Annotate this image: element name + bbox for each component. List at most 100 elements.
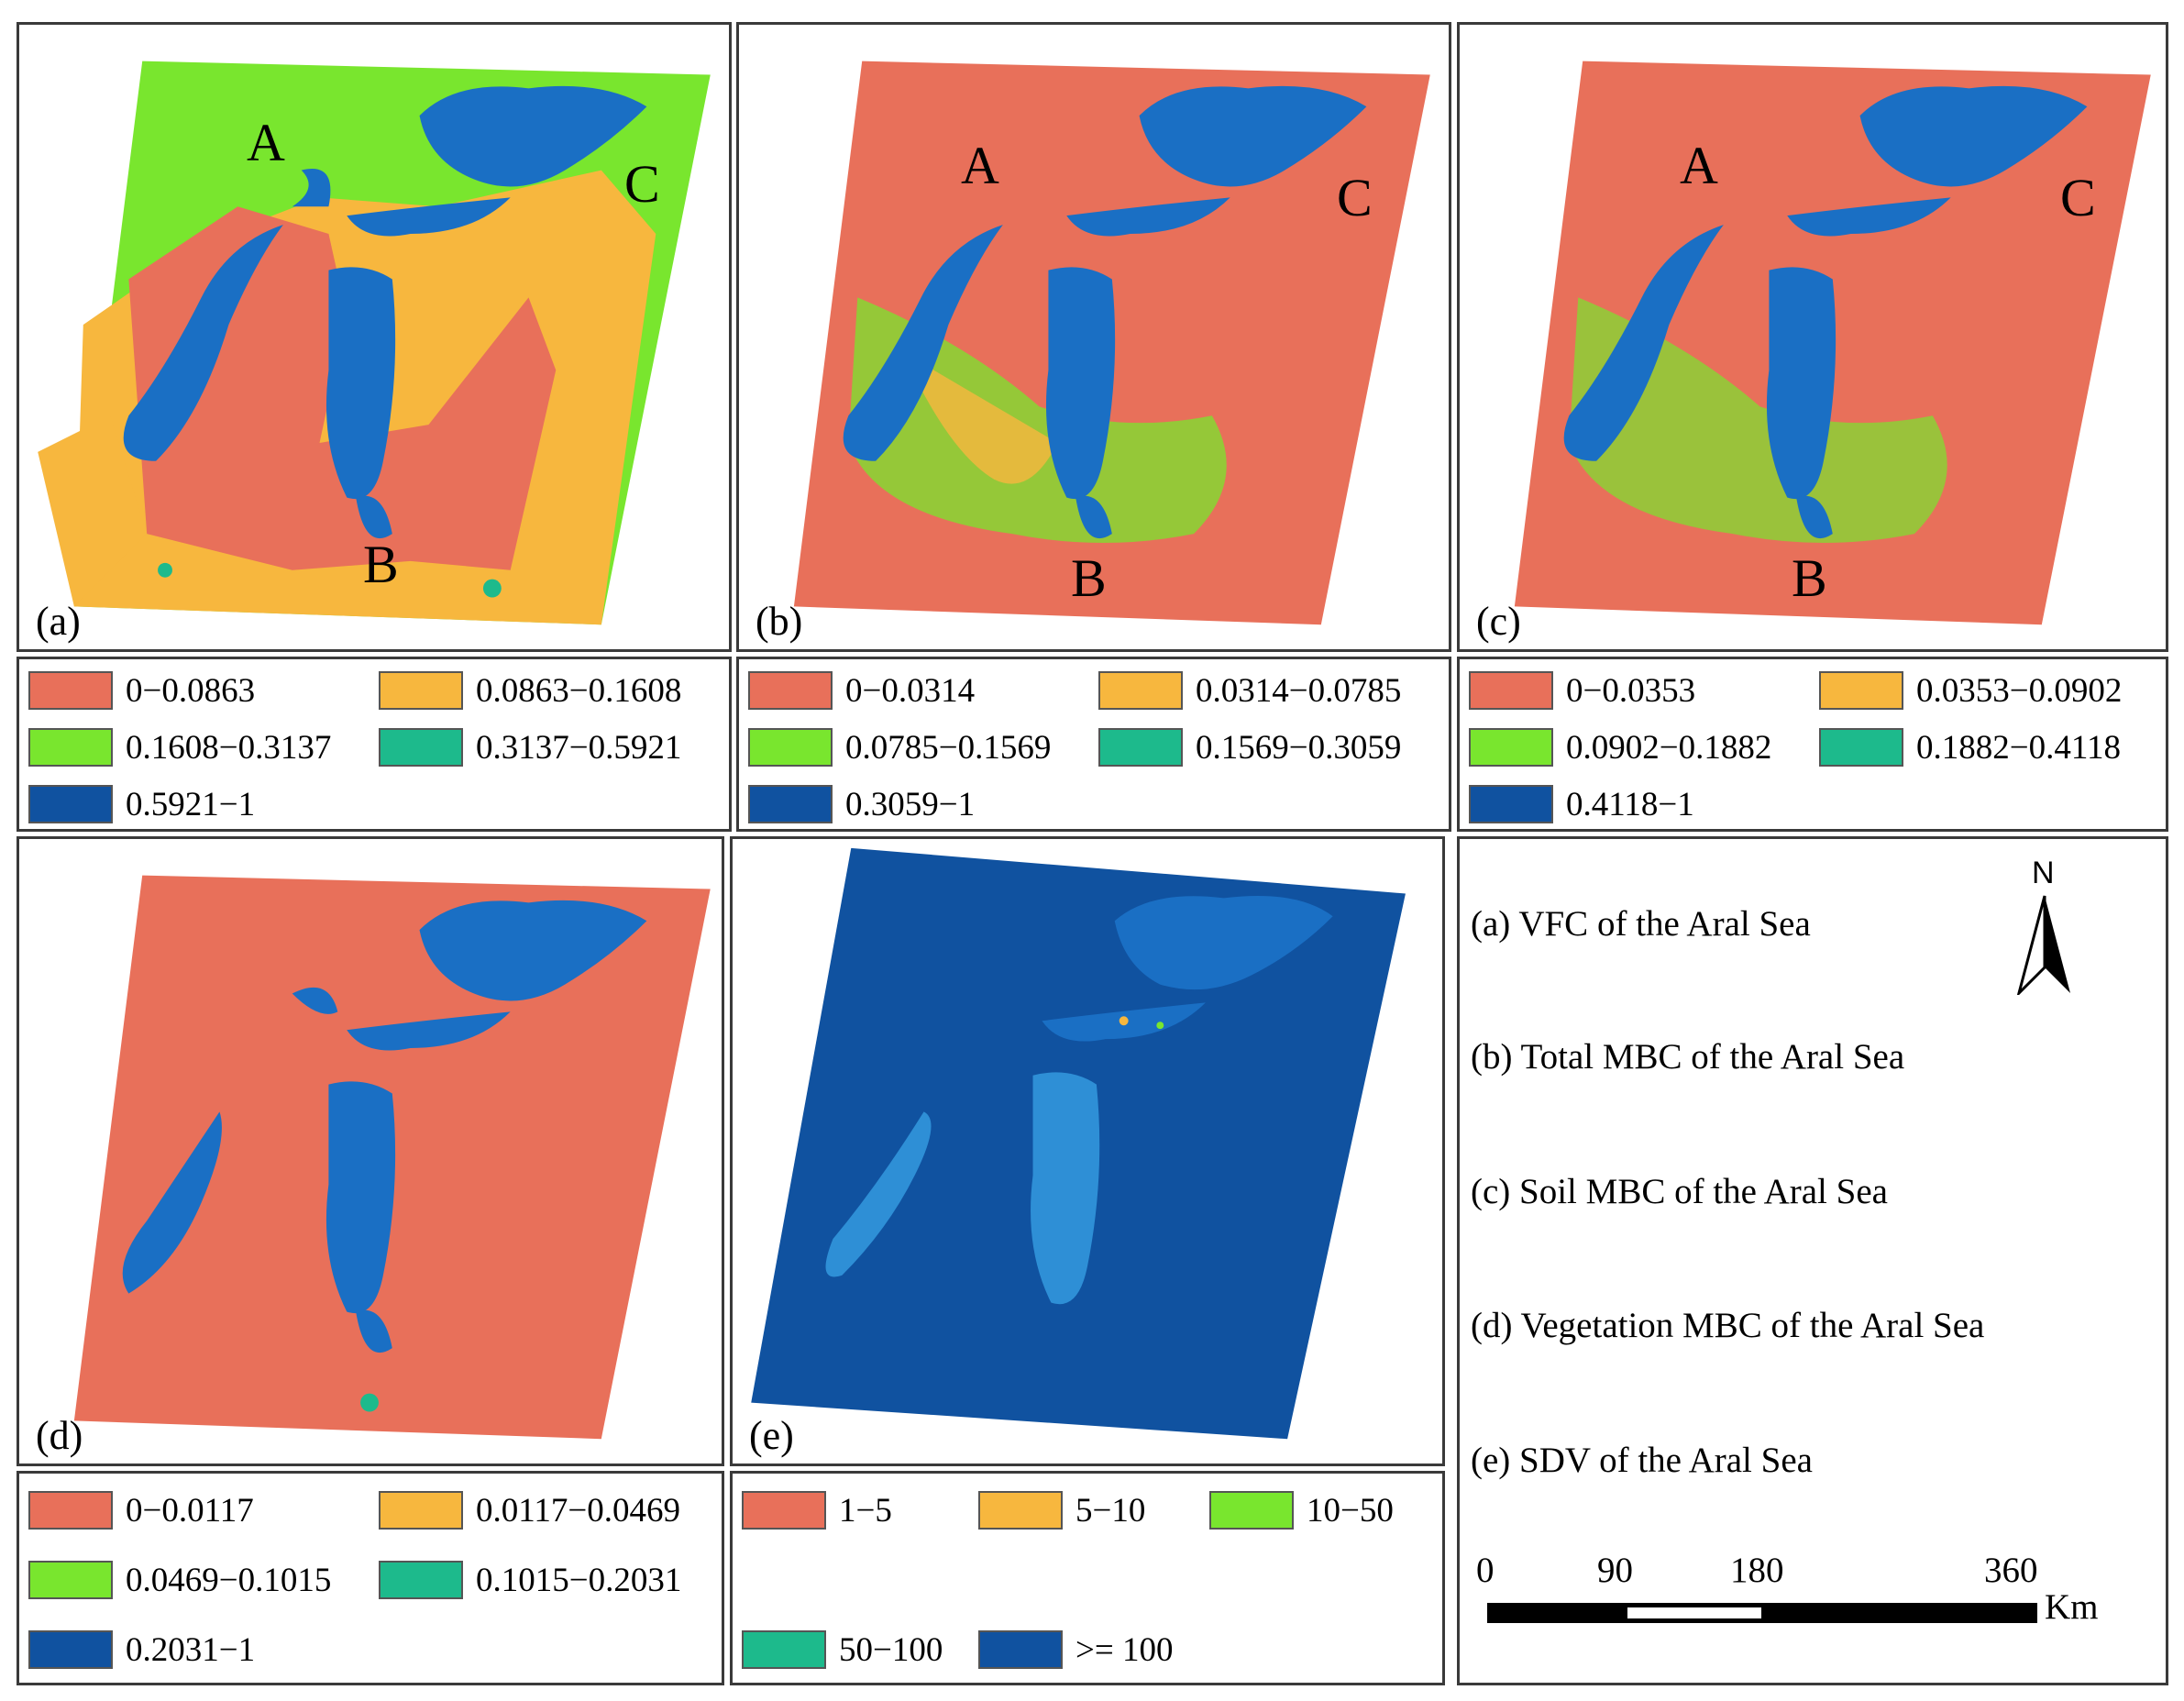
region-label-b: B <box>363 535 399 594</box>
legend-item: 0.0353−0.0902 <box>1819 668 2122 712</box>
legend-label: 0.1569−0.3059 <box>1196 728 1402 767</box>
legend-label: 0−0.0353 <box>1566 671 1696 710</box>
panel-label: (c) <box>1476 599 1521 644</box>
legend-swatch <box>1469 785 1553 823</box>
scale-bar <box>1487 1603 2037 1623</box>
panel-label: (e) <box>749 1413 794 1458</box>
map-sdv-image <box>751 847 1406 1440</box>
legend-label: 0.0469−0.1015 <box>126 1561 332 1599</box>
legend-item: >= 100 <box>978 1628 1173 1672</box>
scale-tick: 0 <box>1476 1551 1495 1590</box>
legend-panel-a: 0−0.0863 0.0863−0.1608 0.1608−0.3137 0.3… <box>17 657 732 832</box>
legend-label: >= 100 <box>1075 1630 1174 1669</box>
legend-item: 0.1015−0.2031 <box>379 1558 681 1602</box>
caption-line-b: (b) Total MBC of the Aral Sea <box>1471 1037 1905 1077</box>
legend-label: 0.3059−1 <box>845 785 976 823</box>
legend-swatch <box>1469 671 1553 710</box>
legend-swatch <box>28 1561 113 1599</box>
legend-label: 50−100 <box>839 1630 943 1669</box>
legend-label: 0.0314−0.0785 <box>1196 671 1402 710</box>
caption-line-d: (d) Vegetation MBC of the Aral Sea <box>1471 1306 1985 1345</box>
legend-label: 0.0117−0.0469 <box>476 1491 680 1530</box>
legend-item: 0.2031−1 <box>28 1628 255 1672</box>
legend-label: 0−0.0117 <box>126 1491 254 1530</box>
legend-item: 0.0314−0.0785 <box>1098 668 1401 712</box>
legend-item: 0.5921−1 <box>28 782 255 826</box>
info-panel: (a) VFC of the Aral Sea (b) Total MBC of… <box>1457 836 2168 1685</box>
legend-swatch <box>379 671 463 710</box>
caption-line-a: (a) VFC of the Aral Sea <box>1471 904 1811 944</box>
legend-panel-e: 1−5 5−10 10−50 50−100 >= 100 <box>730 1471 1445 1685</box>
legend-label: 1−5 <box>839 1491 892 1530</box>
map-panel-b: A B C (b) <box>736 22 1451 652</box>
legend-swatch <box>1819 671 1903 710</box>
region-label-a: A <box>247 113 285 172</box>
legend-item: 0.3137−0.5921 <box>379 725 681 769</box>
legend-swatch <box>28 728 113 767</box>
caption-line-e: (e) SDV of the Aral Sea <box>1471 1441 1813 1480</box>
legend-item: 0.1882−0.4118 <box>1819 725 2121 769</box>
legend-label: 0.0785−0.1569 <box>845 728 1052 767</box>
legend-swatch <box>748 671 833 710</box>
region-label-a: A <box>961 136 999 195</box>
north-label: N <box>2032 856 2055 890</box>
legend-item: 0−0.0314 <box>748 668 975 712</box>
caption-line-c: (c) Soil MBC of the Aral Sea <box>1471 1172 1888 1211</box>
legend-label: 0.0902−0.1882 <box>1566 728 1772 767</box>
scale-tick: 360 <box>1984 1551 2038 1590</box>
region-label-b: B <box>1792 548 1827 608</box>
scale-tick: 90 <box>1597 1551 1633 1590</box>
legend-label: 0−0.0314 <box>845 671 976 710</box>
legend-item: 0−0.0353 <box>1469 668 1695 712</box>
legend-label: 0.2031−1 <box>126 1630 256 1669</box>
legend-item: 0.1608−0.3137 <box>28 725 331 769</box>
map-panel-c: A B C (c) <box>1457 22 2168 652</box>
legend-panel-b: 0−0.0314 0.0314−0.0785 0.0785−0.1569 0.1… <box>736 657 1451 832</box>
legend-label: 0.1608−0.3137 <box>126 728 332 767</box>
legend-swatch <box>1209 1491 1294 1530</box>
region-label-a: A <box>1680 136 1718 195</box>
legend-item: 10−50 <box>1209 1488 1394 1532</box>
legend-swatch <box>748 728 833 767</box>
legend-swatch <box>742 1491 826 1530</box>
scale-bar-white-segment <box>1627 1607 1761 1618</box>
region-label-b: B <box>1071 548 1107 608</box>
legend-item: 0.0785−0.1569 <box>748 725 1051 769</box>
legend-item: 0.0469−0.1015 <box>28 1558 331 1602</box>
legend-swatch <box>379 1561 463 1599</box>
legend-item: 0.1569−0.3059 <box>1098 725 1401 769</box>
legend-item: 0.4118−1 <box>1469 782 1694 826</box>
map-vfc-image <box>38 61 711 625</box>
legend-label: 0.4118−1 <box>1566 785 1694 823</box>
map-vegetation-mbc-image <box>73 875 711 1440</box>
legend-swatch <box>748 785 833 823</box>
legend-swatch <box>978 1630 1063 1669</box>
legend-swatch <box>28 1630 113 1669</box>
legend-item: 50−100 <box>742 1628 943 1672</box>
legend-swatch <box>28 1491 113 1530</box>
legend-label: 5−10 <box>1075 1491 1146 1530</box>
legend-panel-d: 0−0.0117 0.0117−0.0469 0.0469−0.1015 0.1… <box>17 1471 724 1685</box>
legend-item: 1−5 <box>742 1488 892 1532</box>
legend-swatch <box>379 1491 463 1530</box>
legend-item: 0−0.0117 <box>28 1488 254 1532</box>
legend-label: 0.1882−0.4118 <box>1916 728 2121 767</box>
region-label-c: C <box>1337 168 1373 227</box>
legend-swatch <box>379 728 463 767</box>
map-total-mbc-image <box>793 61 1430 625</box>
legend-label: 10−50 <box>1307 1491 1394 1530</box>
legend-item: 0−0.0863 <box>28 668 255 712</box>
legend-swatch <box>1098 671 1183 710</box>
north-arrow-icon <box>2017 895 2070 995</box>
legend-swatch <box>1098 728 1183 767</box>
scale-unit: Km <box>2045 1587 2099 1627</box>
map-panel-e: (e) <box>730 836 1445 1466</box>
legend-item: 0.0117−0.0469 <box>379 1488 680 1532</box>
legend-label: 0.3137−0.5921 <box>476 728 682 767</box>
region-label-c: C <box>2060 168 2096 227</box>
map-panel-a: A B C (a) <box>17 22 732 652</box>
panel-label: (b) <box>756 599 803 644</box>
legend-swatch <box>28 785 113 823</box>
legend-item: 0.0863−0.1608 <box>379 668 681 712</box>
legend-item: 5−10 <box>978 1488 1145 1532</box>
